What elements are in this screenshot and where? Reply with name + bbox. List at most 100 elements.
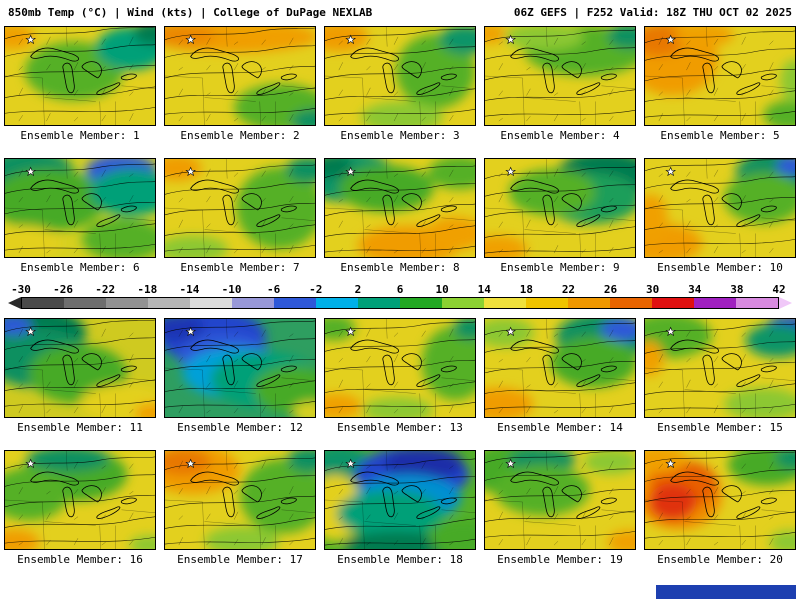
location-star-icon [185,166,197,177]
ensemble-caption: Ensemble Member: 11 [17,421,143,434]
colorbar-tick-label: -26 [53,283,74,296]
location-star-icon [185,34,197,45]
colorbar-tick-label: -10 [221,283,242,296]
ensemble-caption: Ensemble Member: 13 [337,421,463,434]
ensemble-map [324,318,476,418]
location-star-icon [665,34,677,45]
colorbar-tick-label: -30 [11,283,31,296]
ensemble-map [644,318,796,418]
ensemble-panel: Ensemble Member: 11 [4,318,156,434]
ensemble-map [324,26,476,126]
ensemble-panel: Ensemble Member: 19 [484,450,636,566]
ensemble-panel: Ensemble Member: 14 [484,318,636,434]
panel-row-4: Ensemble Member: 16 Ensemble Member: 17 … [0,450,800,566]
colorbar-tick-label: 30 [646,283,660,296]
ensemble-caption: Ensemble Member: 17 [177,553,303,566]
title-bar: 850mb Temp (°C) | Wind (kts) | College o… [0,0,800,21]
ensemble-caption: Ensemble Member: 12 [177,421,303,434]
ensemble-caption: Ensemble Member: 2 [180,129,300,142]
ensemble-panel: Ensemble Member: 9 [484,158,636,274]
location-star-icon [665,326,677,337]
location-star-icon [25,458,37,469]
colorbar-tick-label: -6 [267,283,281,296]
colorbar-segment [610,297,652,308]
location-star-icon [185,326,197,337]
colorbar-tick-label: 10 [435,283,449,296]
colorbar-tick-labels: -30 -26 -22 -18 -14 -10 -6 -2 2 6 10 14 18 22 26 30 34 38… [11,283,786,296]
colorbar-segment [652,297,694,308]
colorbar-segment [400,297,442,308]
ensemble-map [644,26,796,126]
colorbar-tick-label: -2 [309,283,323,296]
colorbar-segment [64,297,106,308]
ensemble-map [4,26,156,126]
colorbar-tick-label: 42 [772,283,786,296]
panel-row-2: Ensemble Member: 6 Ensemble Member: 7 En… [0,158,800,274]
location-star-icon [505,458,517,469]
colorbar-tick-label: 18 [519,283,533,296]
colorbar-segment [484,297,526,308]
location-star-icon [25,166,37,177]
ensemble-panel: Ensemble Member: 13 [324,318,476,434]
ensemble-panel: Ensemble Member: 3 [324,26,476,142]
ensemble-panel: Ensemble Member: 6 [4,158,156,274]
ensemble-caption: Ensemble Member: 10 [657,261,783,274]
location-star-icon [345,34,357,45]
ensemble-panel: Ensemble Member: 15 [644,318,796,434]
colorbar-segment [568,297,610,308]
colorbar-segment [106,297,148,308]
ensemble-caption: Ensemble Member: 14 [497,421,623,434]
colorbar-tick-label: -14 [179,283,200,296]
colorbar-tick-label: 2 [354,283,362,296]
ensemble-map [4,318,156,418]
location-star-icon [345,166,357,177]
colorbar-segment [190,297,232,308]
colorbar-segment [358,297,400,308]
ensemble-panel: Ensemble Member: 20 [644,450,796,566]
product-title: 850mb Temp (°C) | Wind (kts) | College o… [8,6,373,19]
ensemble-map [644,450,796,550]
ensemble-caption: Ensemble Member: 15 [657,421,783,434]
ensemble-caption: Ensemble Member: 16 [17,553,143,566]
location-star-icon [505,34,517,45]
ensemble-panel: Ensemble Member: 2 [164,26,316,142]
colorbar-segment [274,297,316,308]
ensemble-caption: Ensemble Member: 4 [500,129,620,142]
ensemble-panel: Ensemble Member: 10 [644,158,796,274]
location-star-icon [345,326,357,337]
colorbar-segment [526,297,568,308]
colorbar-bar [8,296,792,309]
colorbar-segments [21,296,779,309]
model-run-info: 06Z GEFS | F252 Valid: 18Z THU OCT 02 20… [513,6,792,19]
ensemble-panel: Ensemble Member: 7 [164,158,316,274]
location-star-icon [665,166,677,177]
ensemble-map [164,318,316,418]
ensemble-caption: Ensemble Member: 7 [180,261,300,274]
ensemble-caption: Ensemble Member: 6 [20,261,140,274]
location-star-icon [25,34,37,45]
colorbar-tick-label: -22 [95,283,116,296]
colorbar-segment [232,297,274,308]
ensemble-caption: Ensemble Member: 1 [20,129,140,142]
ensemble-map [484,158,636,258]
ensemble-map [644,158,796,258]
ensemble-caption: Ensemble Member: 18 [337,553,463,566]
ensemble-map [164,450,316,550]
panel-row-1: Ensemble Member: 1 Ensemble Member: 2 En… [0,26,800,142]
location-star-icon [665,458,677,469]
colorbar-segment [694,297,736,308]
ensemble-map [324,158,476,258]
ensemble-panel: Ensemble Member: 16 [4,450,156,566]
ensemble-map [164,158,316,258]
ensemble-map [484,26,636,126]
ensemble-caption: Ensemble Member: 9 [500,261,620,274]
location-star-icon [345,458,357,469]
ensemble-map [484,450,636,550]
colorbar-left-arrow-icon [8,296,21,309]
ensemble-panel: Ensemble Member: 8 [324,158,476,274]
colorbar-segment [316,297,358,308]
ensemble-caption: Ensemble Member: 3 [340,129,460,142]
ensemble-panel: Ensemble Member: 5 [644,26,796,142]
colorbar-tick-label: 34 [688,283,702,296]
ensemble-map [164,26,316,126]
